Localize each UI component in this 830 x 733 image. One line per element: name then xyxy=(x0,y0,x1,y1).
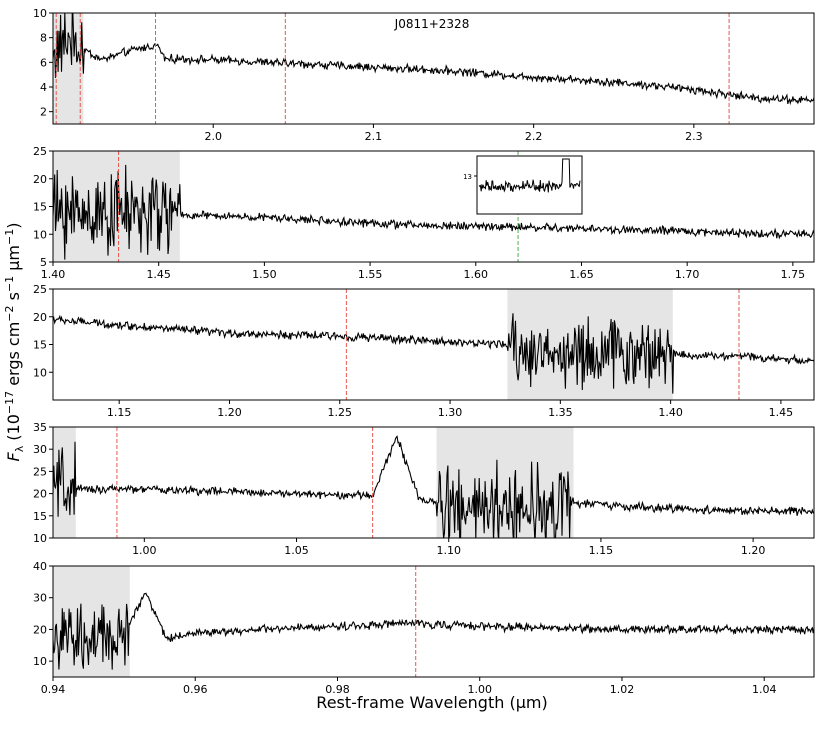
x-tick-label: 1.60 xyxy=(464,268,489,281)
spectrum-line xyxy=(53,435,814,538)
y-label-exp2: −2 xyxy=(3,305,16,321)
x-tick-label: 1.55 xyxy=(358,268,383,281)
y-label-exp4: −1 xyxy=(3,229,16,245)
x-tick-label: 1.45 xyxy=(769,406,794,419)
x-tick-label: 1.70 xyxy=(675,268,700,281)
chart-title: J0811+2328 xyxy=(394,17,470,31)
y-axis-label: Fλ (10−17 ergs cm−2 s−1 μm−1) xyxy=(3,223,26,462)
x-tick-label: 1.10 xyxy=(436,544,461,557)
y-tick-label: 6 xyxy=(40,56,47,69)
x-axis-label: Rest-frame Wavelength (μm) xyxy=(316,693,547,712)
x-tick-label: 1.15 xyxy=(107,406,132,419)
x-tick-label: 1.02 xyxy=(610,683,635,696)
y-tick-label: 25 xyxy=(33,145,47,158)
panel-4: 1.00 1.05 1.10 1.15 1.20 10 15 20 25 30 35 xyxy=(33,421,815,557)
spectrum-line xyxy=(53,13,814,106)
y-tick-label: 20 xyxy=(33,173,47,186)
y-tick-label: 40 xyxy=(33,560,47,573)
y-label-exp3: −1 xyxy=(3,276,16,292)
y-tick-label: 4 xyxy=(40,81,47,94)
y-tick-label: 2 xyxy=(40,106,47,119)
y-tick-label: 30 xyxy=(33,592,47,605)
y-tick-label: 15 xyxy=(33,339,47,352)
panel-2: 1.40 1.45 1.50 1.55 1.60 1.65 1.70 1.75 5 10 15 20 2… xyxy=(33,145,815,281)
x-tick-label: 1.05 xyxy=(284,544,309,557)
inset-panel: 13 xyxy=(463,155,583,215)
y-label-exp1: −17 xyxy=(3,391,16,414)
y-tick-label: 20 xyxy=(33,488,47,501)
y-tick-label: 15 xyxy=(33,201,47,214)
panel-3: 1.15 1.20 1.25 1.30 1.35 1.40 1.45 10 15 20 25 xyxy=(33,283,815,419)
y-tick-label: 10 xyxy=(33,7,47,20)
y-tick-label: 25 xyxy=(33,283,47,296)
x-tick-label: 1.00 xyxy=(467,683,492,696)
y-tick-label: 15 xyxy=(33,510,47,523)
x-tick-label: 1.65 xyxy=(569,268,594,281)
y-tick-label: 10 xyxy=(33,655,47,668)
y-tick-label: 10 xyxy=(33,228,47,241)
x-tick-label: 1.20 xyxy=(217,406,242,419)
y-tick-label: 5 xyxy=(40,256,47,269)
x-tick-label: 1.04 xyxy=(752,683,777,696)
x-tick-label: 1.45 xyxy=(146,268,171,281)
x-tick-label: 0.96 xyxy=(183,683,208,696)
panel-1: 2.0 2.1 2.2 2.3 2 4 6 8 10 xyxy=(33,7,815,143)
inset-spectrum-line xyxy=(478,158,581,193)
x-tick-label: 1.35 xyxy=(548,406,573,419)
spectrum-line xyxy=(53,592,814,670)
panel-5: 0.94 0.96 0.98 1.00 1.02 1.04 10 20 30 40 xyxy=(33,560,815,696)
x-tick-label: 0.94 xyxy=(41,683,66,696)
x-tick-label: 1.25 xyxy=(328,406,353,419)
x-tick-label: 2.2 xyxy=(525,130,543,143)
x-tick-label: 1.15 xyxy=(589,544,614,557)
y-tick-label: 30 xyxy=(33,443,47,456)
x-tick-label: 2.1 xyxy=(365,130,383,143)
y-label-open: (10 xyxy=(4,414,23,446)
y-tick-label: 8 xyxy=(40,32,47,45)
x-tick-label: 1.50 xyxy=(252,268,277,281)
x-tick-label: 0.98 xyxy=(325,683,350,696)
y-label-sub: λ xyxy=(13,445,26,452)
y-tick-label: 20 xyxy=(33,623,47,636)
y-label-mid1: ergs cm xyxy=(4,322,23,391)
y-label-close: ) xyxy=(4,223,23,229)
panel-frame xyxy=(52,12,815,125)
y-tick-label: 10 xyxy=(33,532,47,545)
x-tick-label: 1.40 xyxy=(41,268,66,281)
inset-y-tick-label: 13 xyxy=(463,173,472,181)
x-tick-label: 2.3 xyxy=(685,130,703,143)
x-tick-label: 2.0 xyxy=(204,130,222,143)
y-tick-label: 20 xyxy=(33,311,47,324)
x-tick-label: 1.30 xyxy=(438,406,463,419)
panel-frame xyxy=(52,426,815,539)
x-tick-label: 1.75 xyxy=(781,268,806,281)
y-tick-label: 25 xyxy=(33,465,47,478)
x-tick-label: 1.00 xyxy=(132,544,157,557)
spectrum-line xyxy=(53,164,814,260)
spectrum-line xyxy=(53,313,814,394)
x-tick-label: 1.20 xyxy=(741,544,766,557)
y-tick-label: 35 xyxy=(33,421,47,434)
y-label-mid2: s xyxy=(4,292,23,305)
y-tick-label: 10 xyxy=(33,366,47,379)
y-label-f: F xyxy=(4,452,23,462)
y-label-mid3: μm xyxy=(4,245,23,276)
x-axis-label-text: Rest-frame Wavelength (μm) xyxy=(316,693,547,712)
x-tick-label: 1.40 xyxy=(658,406,683,419)
panel-frame xyxy=(52,565,815,678)
